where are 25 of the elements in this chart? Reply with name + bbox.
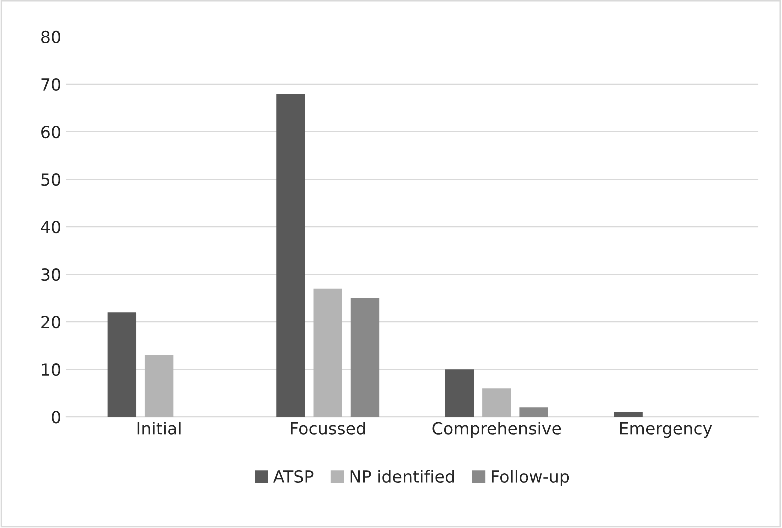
x-tick-label: Focussed <box>291 422 366 435</box>
bar <box>520 408 548 418</box>
y-tick-label: 40 <box>41 221 60 234</box>
bar <box>350 298 380 418</box>
bar <box>614 412 643 418</box>
bar <box>108 312 137 418</box>
y-tick-label: 80 <box>42 30 60 44</box>
y-tick-label: 60 <box>42 126 60 139</box>
x-tick-label: Comprehensive <box>432 422 562 438</box>
bar <box>276 94 306 418</box>
bar <box>314 288 342 418</box>
legend-label: Follow-up <box>492 470 570 486</box>
legend-label: ATSP <box>273 470 314 484</box>
y-tick-label: 70 <box>42 78 60 92</box>
legend-label: NP identified <box>350 470 454 484</box>
bar <box>445 370 474 418</box>
x-tick-label: Initial <box>138 422 181 435</box>
y-tick-label: 50 <box>42 173 60 186</box>
y-tick-label: 30 <box>42 268 60 282</box>
y-tick-label: 20 <box>42 316 60 329</box>
y-tick-label: 0 <box>52 411 60 424</box>
x-tick-label: Emergency <box>620 422 712 438</box>
bar <box>482 388 512 418</box>
bar <box>144 355 174 418</box>
y-tick-label: 10 <box>42 364 60 376</box>
